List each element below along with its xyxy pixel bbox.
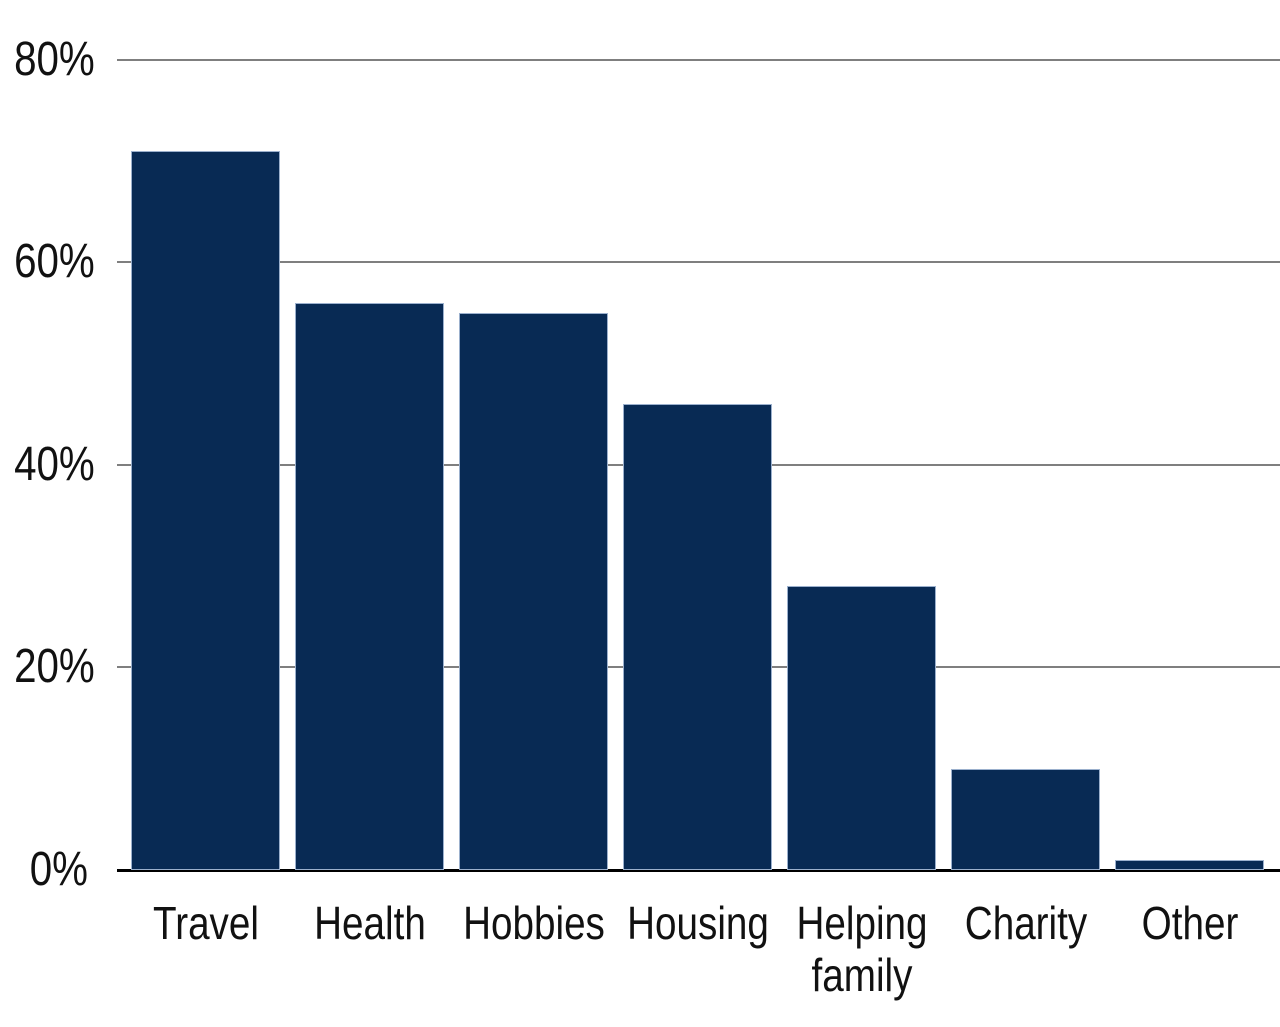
- x-axis-category-label: Charity: [964, 897, 1087, 949]
- y-axis-tick-label: 80%: [14, 32, 95, 86]
- y-axis-tick-label: 20%: [14, 640, 95, 694]
- x-axis-category-label: Other: [1141, 897, 1238, 949]
- x-axis-category-label: Hobbies: [462, 897, 605, 949]
- x-axis-category-label: Helping family: [795, 897, 928, 1001]
- gridline-80: [117, 58, 1280, 61]
- bar-housing: [623, 404, 772, 870]
- y-axis-tick-label: 0%: [29, 843, 88, 896]
- bar-health: [295, 302, 444, 870]
- bar-helping-family: [787, 586, 936, 870]
- y-axis-tick-label: 60%: [14, 235, 95, 289]
- x-axis-category-label: Health: [313, 897, 426, 949]
- y-axis-tick-label: 40%: [14, 437, 95, 491]
- gridline-60: [117, 261, 1280, 264]
- bar-charity: [951, 768, 1100, 870]
- bar-travel: [131, 150, 280, 870]
- bar-hobbies: [459, 312, 608, 870]
- bar-other: [1115, 859, 1264, 870]
- x-axis-category-label: Housing: [626, 897, 769, 949]
- x-axis-baseline: [117, 869, 1280, 872]
- x-axis-category-label: Travel: [152, 897, 259, 949]
